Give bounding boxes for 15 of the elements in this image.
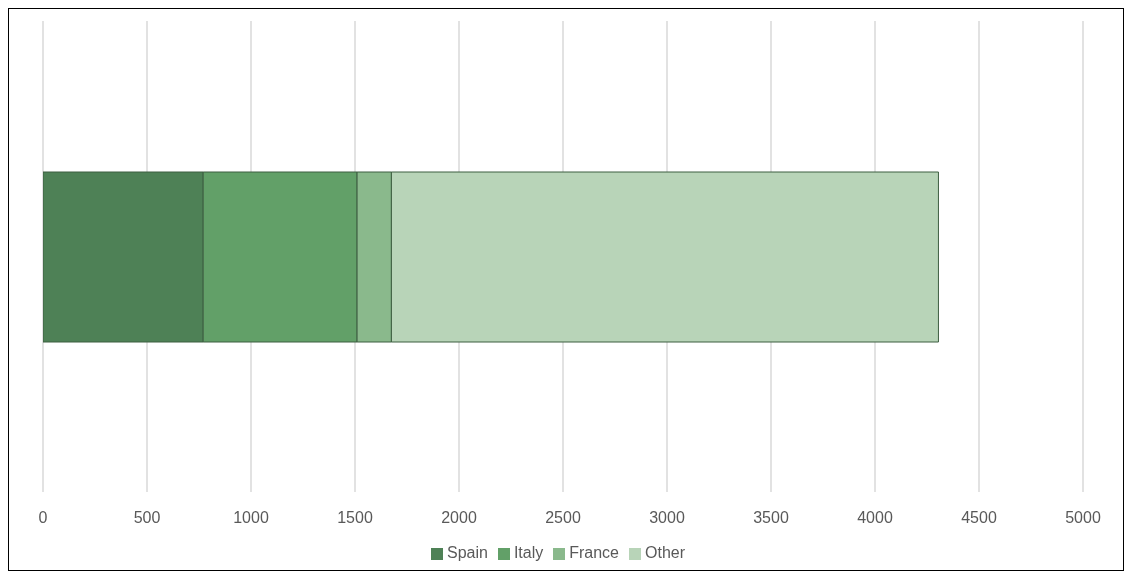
- x-tick-label: 2000: [441, 509, 477, 527]
- x-tick-label: 4500: [961, 509, 997, 527]
- legend-label: Other: [645, 544, 686, 561]
- x-tick-label: 3000: [649, 509, 685, 527]
- x-tick-label: 1500: [337, 509, 373, 527]
- legend-label: Spain: [446, 544, 488, 561]
- x-tick-label: 3500: [753, 509, 789, 527]
- x-tick-label: 5000: [1065, 509, 1101, 527]
- x-tick-label: 2500: [545, 509, 581, 527]
- x-tick-label: 4000: [857, 509, 893, 527]
- x-tick-label: 500: [133, 509, 161, 527]
- x-tick-label: 0: [38, 509, 48, 527]
- legend-label: France: [569, 544, 620, 561]
- x-tick-label: 1000: [233, 509, 269, 527]
- legend-label: Italy: [513, 544, 544, 561]
